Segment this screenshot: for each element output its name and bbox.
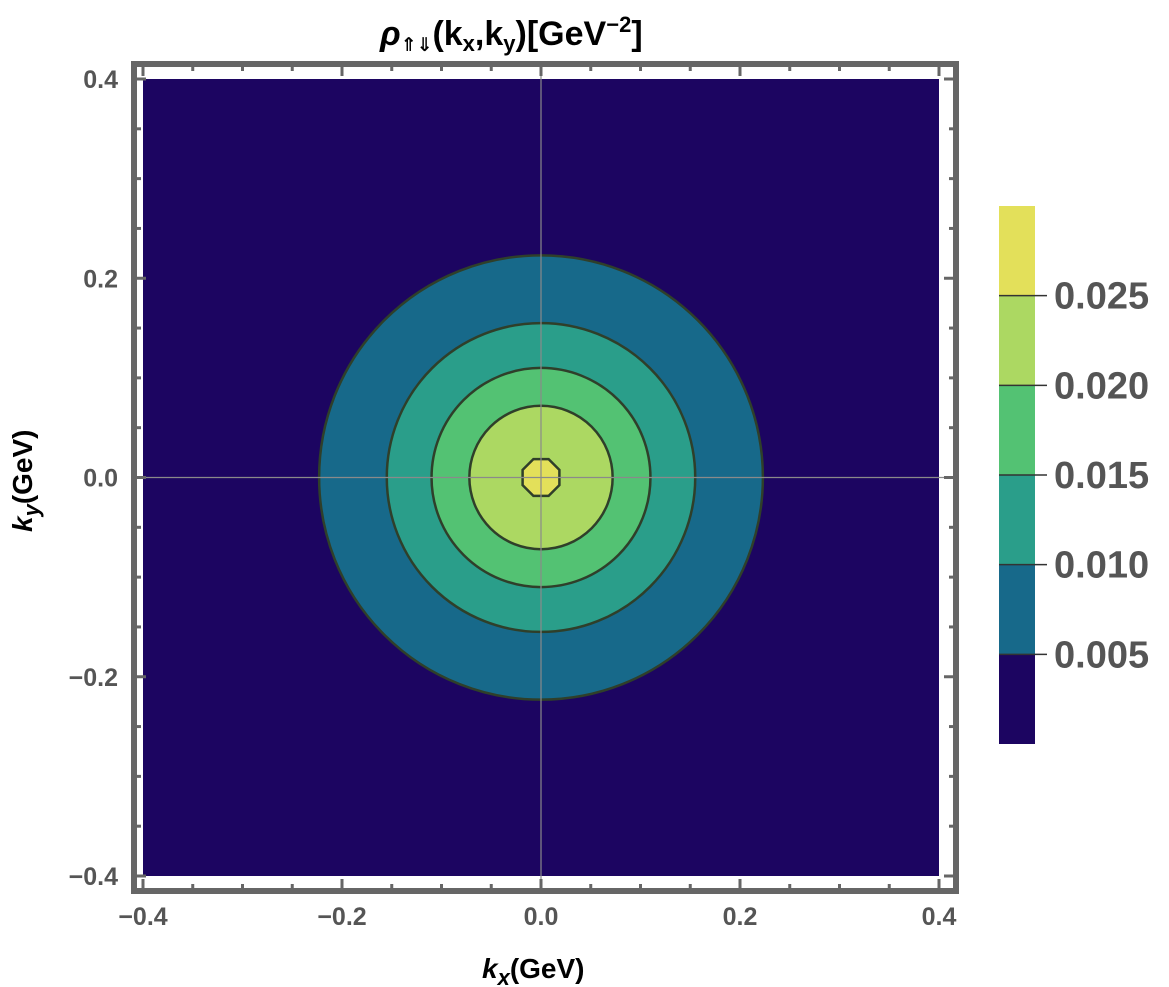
y-tick-label: −0.4 (69, 863, 118, 891)
legend-tick-label: 0.025 (1054, 276, 1149, 318)
title-unit-exp: −2 (606, 12, 631, 37)
y-axis-label-rest: (GeV) (7, 429, 38, 504)
title-symbol: ρ (379, 15, 401, 53)
x-tick-label: −0.4 (118, 903, 167, 931)
y-tick-label: −0.2 (69, 664, 118, 692)
y-axis-label-base: k (7, 515, 38, 532)
legend-bands (999, 206, 1035, 744)
legend-band-1 (999, 654, 1035, 744)
legend-tick-label: 0.020 (1054, 365, 1149, 407)
y-tick-label: 0.4 (83, 66, 118, 94)
y-axis-label-sub: y (19, 502, 44, 517)
plot-area (137, 69, 951, 886)
title-subscript: ⇑⇓ (401, 34, 433, 56)
x-axis-label-base: k (482, 953, 499, 984)
y-axis-label: ky(GeV) (7, 429, 44, 532)
x-tick-label: 0.2 (723, 903, 758, 931)
title-args-open: (k (432, 15, 462, 53)
x-axis-label-rest: (GeV) (510, 953, 585, 984)
title-args-y: y (503, 31, 516, 56)
legend-tick-label: 0.015 (1054, 455, 1149, 497)
x-axis-ticks: −0.4 −0.2 0.0 0.2 0.4 (118, 64, 956, 931)
legend-band-5 (999, 295, 1035, 386)
x-axis-label-sub: x (497, 965, 511, 987)
legend-band-2 (999, 564, 1035, 655)
legend-tick-label: 0.005 (1054, 634, 1149, 676)
y-axis-ticks: 0.4 0.2 0.0 −0.2 −0.4 (69, 66, 956, 891)
chart-title: ρ⇑⇓(kx,ky)[GeV−2] (379, 12, 643, 56)
x-tick-label: 0.0 (524, 903, 559, 931)
legend-band-6 (999, 206, 1035, 296)
y-tick-label: 0.0 (83, 465, 118, 493)
legend-tick-label: 0.010 (1054, 545, 1149, 587)
title-args-sep: ,k (475, 15, 503, 53)
legend-band-3 (999, 475, 1035, 565)
title-unit-close: ] (631, 15, 642, 53)
y-tick-label: 0.2 (83, 265, 118, 293)
title-args-close: )[GeV (516, 15, 607, 53)
legend-ticks: 0.005 0.010 0.015 0.020 0.025 (999, 276, 1149, 676)
x-tick-label: 0.4 (922, 903, 957, 931)
title-args-x: x (463, 31, 476, 56)
x-tick-label: −0.2 (317, 903, 366, 931)
legend-band-4 (999, 385, 1035, 475)
color-legend: 0.005 0.010 0.015 0.020 0.025 (999, 206, 1149, 744)
x-axis-label: kx(GeV) (482, 953, 585, 987)
